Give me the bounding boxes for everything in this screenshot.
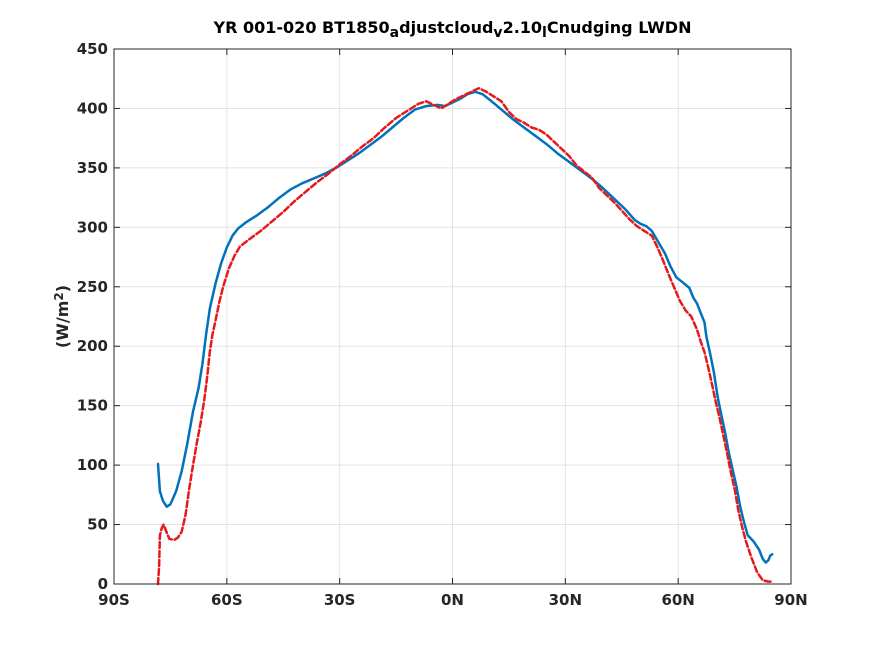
y-tick-label: 0 bbox=[98, 575, 108, 593]
series-line-1 bbox=[156, 90, 774, 564]
x-tick-label: 30S bbox=[324, 591, 356, 609]
series-layer bbox=[156, 86, 774, 586]
y-tick-label: 100 bbox=[77, 456, 108, 474]
y-axis-label: (W/m2) bbox=[52, 285, 72, 348]
title-subscript: a bbox=[390, 25, 399, 41]
y-tick-label: 50 bbox=[87, 516, 108, 534]
title-segment: Cnudging LWDN bbox=[547, 18, 692, 37]
ticks: 90S 60S 30S 0N 30N 60N 90N 0 50 100 150 200 250 300 35… bbox=[77, 40, 808, 609]
ylabel-superscript: 2 bbox=[52, 292, 66, 300]
x-tick-label: 60S bbox=[211, 591, 243, 609]
title-segment: djustcloud bbox=[399, 18, 493, 37]
y-tick-label: 300 bbox=[77, 218, 108, 236]
ylabel-segment: ) bbox=[53, 285, 72, 292]
y-tick-label: 350 bbox=[77, 159, 108, 177]
x-tick-label: 90S bbox=[98, 591, 130, 609]
ylabel-segment: (W/m bbox=[53, 301, 72, 348]
title-segment: YR 001-020 BT1850 bbox=[213, 18, 390, 37]
y-tick-label: 250 bbox=[77, 278, 108, 296]
y-tick-label: 200 bbox=[77, 337, 108, 355]
series-line-2 bbox=[156, 86, 774, 586]
y-tick-label: 400 bbox=[77, 99, 108, 117]
title-subscript: l bbox=[542, 25, 547, 41]
y-tick-label: 450 bbox=[77, 40, 108, 58]
x-tick-label: 60N bbox=[661, 591, 694, 609]
y-tick-label: 150 bbox=[77, 397, 108, 415]
x-tick-label: 30N bbox=[549, 591, 582, 609]
title-subscript: v bbox=[493, 25, 502, 41]
title-segment: 2.10 bbox=[503, 18, 542, 37]
x-tick-label: 0N bbox=[441, 591, 464, 609]
chart-title: YR 001-020 BT1850adjustcloudv2.10lCnudgi… bbox=[213, 18, 692, 41]
x-tick-label: 90N bbox=[774, 591, 807, 609]
